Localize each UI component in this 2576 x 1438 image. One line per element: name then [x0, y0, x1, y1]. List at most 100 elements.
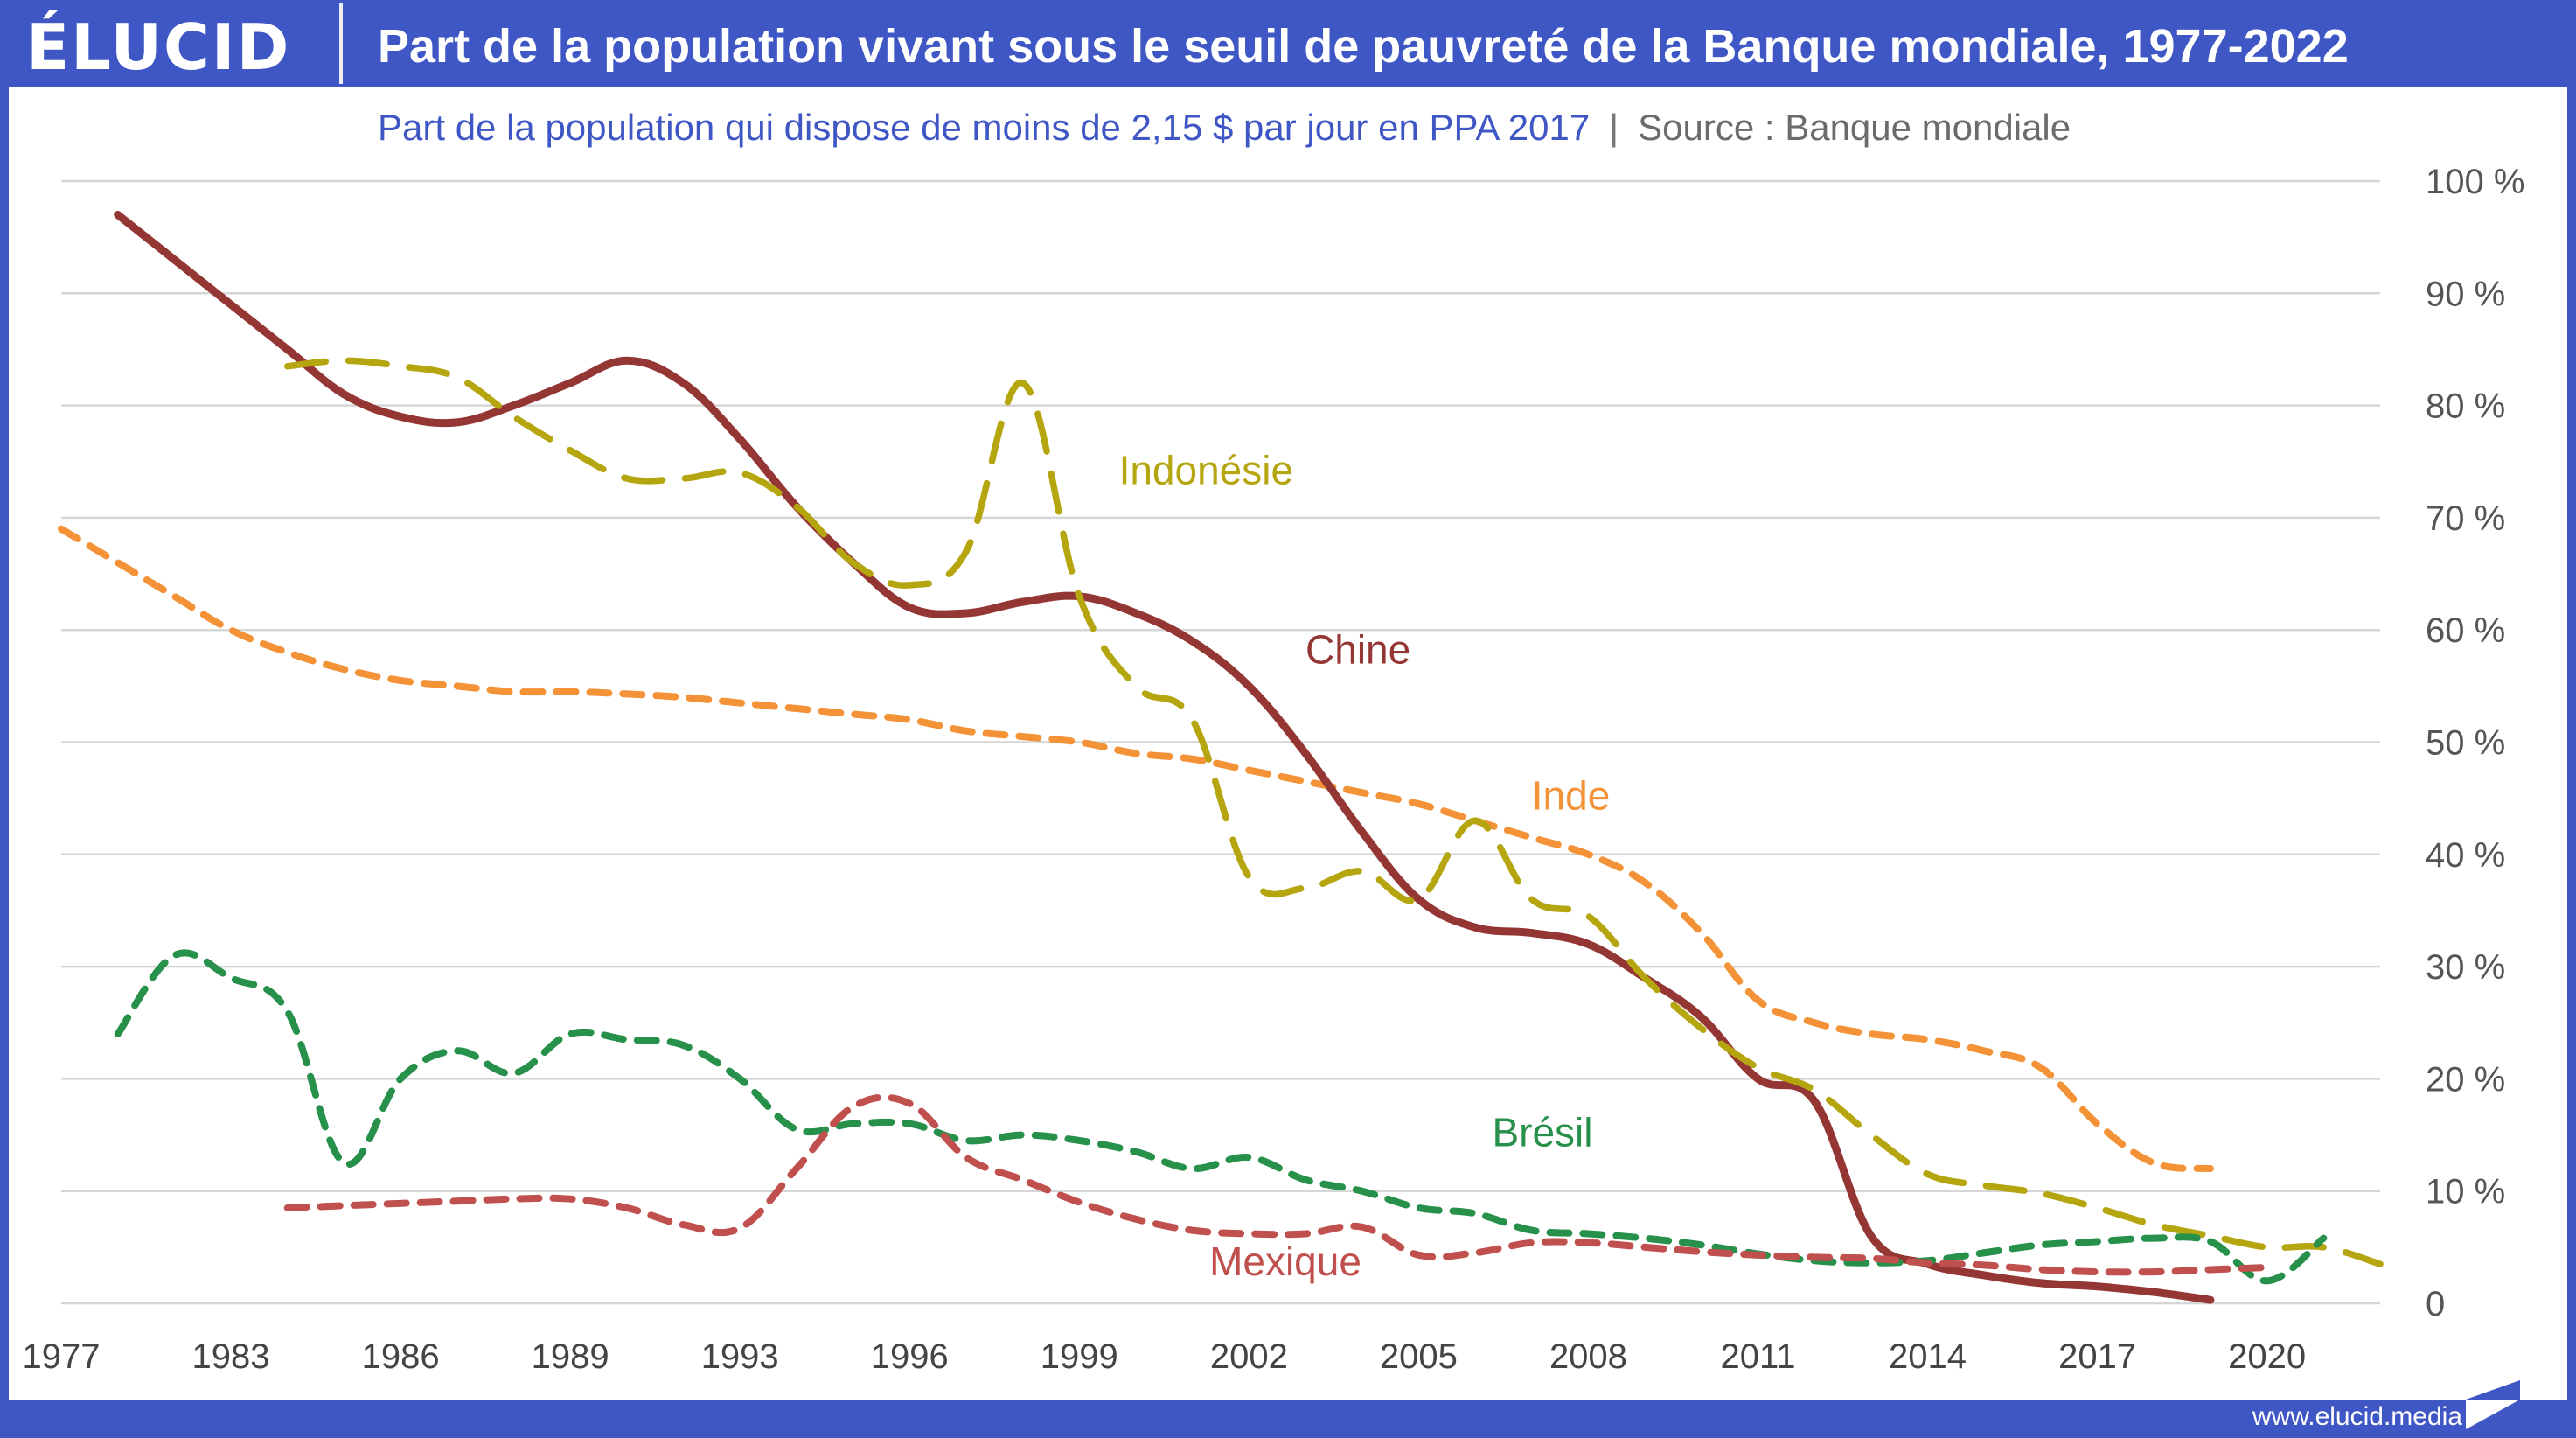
data-point-mexique [569, 1198, 571, 1200]
subtitle-separator: | [1609, 107, 1619, 148]
y-axis-ticks: 0 10 % 20 % 30 % 40 % 50 % 60 % 70 % 80 % 90 % 100… [2426, 163, 2524, 1323]
data-point-indonesie [1417, 898, 1419, 900]
data-point-mexique [2040, 1269, 2042, 1271]
data-point-indonesie [2322, 1246, 2324, 1248]
data-point-bresil [456, 1050, 458, 1051]
data-point-inde [230, 629, 232, 631]
data-point-chine [456, 422, 458, 423]
data-point-chine [1870, 1235, 1872, 1237]
x-axis-ticks: 1977 1983 1986 1989 1993 1996 1999 2002 2005 2008… [23, 1337, 2307, 1376]
data-point-chine [626, 360, 628, 361]
data-point-mexique [1248, 1232, 1250, 1234]
data-point-bresil [1474, 1212, 1476, 1214]
data-point-bresil [909, 1123, 910, 1125]
data-point-mexique [287, 1207, 289, 1209]
data-point-mexique [853, 1106, 854, 1107]
data-point-mexique [512, 1198, 514, 1200]
data-point-bresil [853, 1123, 854, 1125]
data-point-indonesie [2379, 1263, 2381, 1265]
data-point-indonesie [1022, 382, 1024, 384]
x-tick-label: 1989 [532, 1337, 609, 1376]
x-tick-label: 1977 [23, 1337, 101, 1376]
data-point-inde [909, 719, 910, 721]
data-point-chine [287, 348, 289, 350]
data-point-inde [1248, 770, 1250, 771]
series-line-mexique [283, 1093, 2271, 1276]
data-point-indonesie [965, 550, 967, 552]
data-point-bresil [1135, 1151, 1137, 1153]
data-point-inde [173, 596, 175, 597]
data-point-inde [1361, 792, 1363, 793]
y-tick-label: 50 % [2426, 724, 2505, 763]
series-label-inde: Inde [1532, 772, 1611, 818]
data-point-indonesie [1927, 1173, 1929, 1175]
x-tick-label: 2014 [1889, 1337, 1967, 1376]
data-point-bresil [626, 1038, 628, 1040]
data-point-inde [1644, 882, 1646, 883]
y-tick-label: 100 % [2426, 163, 2524, 201]
data-point-inde [2097, 1123, 2099, 1125]
data-point-indonesie [1757, 1067, 1758, 1069]
data-point-chine [2153, 1291, 2155, 1293]
data-point-inde [853, 713, 854, 715]
data-point-mexique [1022, 1179, 1024, 1181]
data-point-inde [1531, 837, 1533, 839]
series-line-chine [114, 210, 2215, 1304]
series-label-chine: Chine [1305, 627, 1410, 673]
data-point-inde [1417, 803, 1419, 805]
data-point-inde [1757, 1000, 1758, 1002]
data-point-inde [1587, 854, 1589, 855]
data-point-mexique [1870, 1258, 1872, 1260]
data-point-bresil [230, 977, 232, 979]
data-point-bresil [400, 1078, 401, 1079]
data-point-mexique [1531, 1242, 1533, 1244]
data-point-bresil [2153, 1238, 2155, 1239]
data-point-mexique [1983, 1264, 1985, 1266]
data-point-indonesie [2040, 1192, 2042, 1194]
data-point-inde [1078, 742, 1080, 743]
data-point-chine [1474, 926, 1476, 928]
data-point-inde [400, 680, 401, 681]
data-point-chine [2040, 1282, 2042, 1284]
data-point-indonesie [1983, 1184, 1985, 1186]
data-point-indonesie [569, 450, 571, 451]
data-point-inde [1814, 1022, 1815, 1023]
data-point-chine [1814, 1100, 1815, 1102]
data-point-mexique [400, 1203, 401, 1204]
subtitle-description: Part de la population qui dispose de moi… [378, 107, 1591, 148]
series-lines [58, 210, 2384, 1304]
data-point-chine [569, 382, 571, 384]
footer-url[interactable]: www.elucid.media [2252, 1402, 2462, 1431]
data-point-chine [1135, 612, 1137, 614]
data-point-mexique [1135, 1218, 1137, 1220]
data-point-bresil [1417, 1207, 1419, 1209]
data-point-inde [1135, 752, 1137, 754]
data-point-indonesie [909, 584, 910, 586]
data-point-bresil [2266, 1280, 2268, 1281]
data-point-chine [230, 304, 232, 305]
y-tick-label: 90 % [2426, 275, 2505, 313]
data-point-chine [909, 607, 910, 609]
data-point-inde [739, 702, 741, 704]
x-tick-label: 2008 [1549, 1337, 1627, 1376]
data-point-indonesie [1192, 719, 1194, 721]
header-divider [339, 3, 343, 84]
chart-subtitle: Part de la population qui dispose de moi… [378, 94, 2071, 161]
data-point-indonesie [287, 366, 289, 367]
data-point-mexique [1927, 1262, 1929, 1264]
data-point-inde [1983, 1050, 1985, 1051]
data-point-indonesie [1870, 1134, 1872, 1136]
series-line-indonesie [283, 357, 2384, 1267]
data-point-inde [2153, 1162, 2155, 1164]
data-point-indonesie [1078, 596, 1080, 597]
data-point-mexique [1192, 1230, 1194, 1232]
x-tick-label: 1999 [1041, 1337, 1118, 1376]
series-line-bresil [114, 949, 2328, 1285]
data-point-bresil [1644, 1238, 1646, 1239]
data-point-inde [287, 652, 289, 653]
data-point-bresil [796, 1128, 797, 1130]
data-point-chine [1983, 1274, 1985, 1276]
x-tick-label: 2017 [2058, 1337, 2136, 1376]
data-point-mexique [1417, 1254, 1419, 1256]
data-point-inde [1192, 758, 1194, 760]
